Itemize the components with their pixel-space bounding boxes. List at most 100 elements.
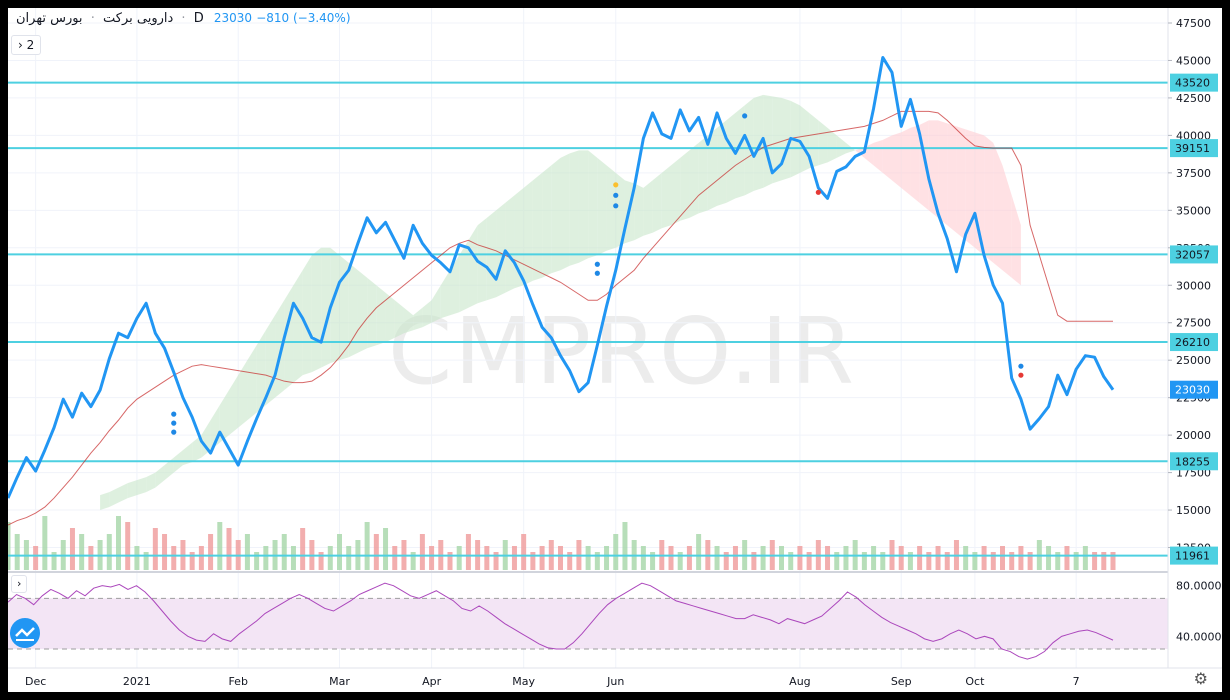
- time-axis[interactable]: [8, 668, 1222, 692]
- ichimoku-cloud-segment: [238, 360, 248, 428]
- volume-bar: [383, 528, 389, 570]
- symbol-name[interactable]: دارویی برکت: [102, 11, 174, 26]
- ichimoku-cloud-segment: [726, 112, 736, 203]
- ichimoku-cloud-segment: [1011, 195, 1021, 286]
- volume-bar: [751, 552, 757, 570]
- ichimoku-cloud-segment: [229, 375, 239, 436]
- ichimoku-cloud-segment: [385, 292, 395, 343]
- volume-bar: [456, 546, 462, 570]
- volume-bar: [963, 546, 969, 570]
- price-tick-label: 42500: [1176, 92, 1211, 105]
- chart-header: دارویی برکت · بورس تهران · D 23030 −810 …: [16, 11, 351, 26]
- level-label-box: [1170, 333, 1218, 352]
- ichimoku-cloud-segment: [431, 285, 441, 323]
- volume-bar: [106, 534, 112, 570]
- time-tick-label: Sep: [891, 675, 912, 688]
- baseline-line: [8, 110, 1113, 526]
- ichimoku-cloud-segment: [910, 124, 920, 203]
- current-price-box: [1170, 380, 1218, 399]
- volume-bar: [944, 552, 950, 570]
- level-label: 11961: [1175, 550, 1210, 563]
- level-label: 18255: [1175, 455, 1210, 468]
- price-tick-label: 27500: [1176, 317, 1211, 330]
- rsi-tick-label: 40.0000: [1176, 630, 1222, 643]
- volume-bar: [152, 528, 158, 570]
- ichimoku-cloud-segment: [100, 492, 110, 511]
- price-tick-label: 30000: [1176, 279, 1211, 292]
- volume-bar: [1055, 552, 1061, 570]
- volume-bar: [429, 546, 435, 570]
- volume-bar: [226, 528, 232, 570]
- ichimoku-cloud-segment: [376, 285, 386, 346]
- level-label-box: [1170, 452, 1218, 471]
- ichimoku-cloud-segment: [615, 172, 625, 248]
- time-tick-label: 7: [1073, 675, 1080, 688]
- volume-bar: [917, 546, 923, 570]
- ichimoku-cloud-segment: [818, 120, 828, 166]
- signal-dot: [613, 203, 619, 209]
- volume-bar: [521, 534, 527, 570]
- ichimoku-cloud-segment: [717, 120, 727, 206]
- tradingview-logo-icon[interactable]: [10, 618, 40, 648]
- volume-bar: [640, 546, 646, 570]
- volume-bar: [1073, 552, 1079, 570]
- price-tick-label: 47500: [1176, 17, 1211, 30]
- signal-dot: [594, 270, 600, 276]
- signal-dot: [171, 429, 177, 435]
- volume-bar: [162, 534, 168, 570]
- volume-bar: [14, 534, 20, 570]
- ichimoku-cloud-segment: [901, 127, 911, 196]
- volume-bar: [622, 522, 628, 570]
- time-tick-label: Mar: [329, 675, 350, 688]
- ichimoku-cloud-segment: [302, 255, 312, 376]
- ichimoku-cloud-segment: [293, 270, 303, 383]
- volume-bar: [806, 552, 812, 570]
- price-tick-label: 45000: [1176, 54, 1211, 67]
- volume-bar: [511, 546, 517, 570]
- price-chart[interactable]: 4750045000425004000037500350003250030000…: [8, 8, 1222, 692]
- volume-bar: [484, 546, 490, 570]
- settings-gear-icon[interactable]: ⚙: [1193, 669, 1208, 688]
- volume-bar: [79, 534, 85, 570]
- indicator-count: 2: [26, 38, 35, 52]
- volume-bar: [677, 552, 683, 570]
- ichimoku-cloud-segment: [357, 270, 368, 353]
- interval-label[interactable]: D: [193, 11, 204, 26]
- volume-bar: [1092, 552, 1098, 570]
- signal-dot: [742, 113, 748, 119]
- ichimoku-cloud-segment: [661, 165, 671, 229]
- rsi-tick-label: 80.0000: [1176, 580, 1222, 593]
- ichimoku-cloud-segment: [882, 135, 892, 181]
- time-tick-label: Jun: [606, 675, 624, 688]
- ichimoku-cloud-segment: [993, 142, 1003, 271]
- indicator-legend-toggle[interactable]: › 2: [11, 35, 42, 55]
- volume-bar: [567, 552, 573, 570]
- volume-bar: [263, 546, 269, 570]
- volume-bar: [1101, 552, 1107, 570]
- level-label: 32057: [1175, 248, 1210, 261]
- volume-bar: [69, 528, 75, 570]
- level-label-box: [1170, 139, 1218, 158]
- volume-bar: [116, 516, 121, 570]
- time-tick-label: Feb: [228, 675, 247, 688]
- volume-bar: [42, 516, 48, 570]
- volume-bar: [1000, 546, 1005, 570]
- level-label-box: [1170, 245, 1218, 264]
- volume-bar: [714, 546, 720, 570]
- price-tick-label: 25000: [1176, 354, 1211, 367]
- ichimoku-cloud-segment: [560, 153, 570, 271]
- volume-bar: [843, 546, 849, 570]
- ichimoku-cloud-segment: [643, 180, 653, 236]
- ichimoku-cloud-segment: [1002, 165, 1012, 278]
- ichimoku-cloud-segment: [422, 300, 432, 328]
- volume-bar: [244, 534, 250, 570]
- chevron-right-icon: ›: [17, 577, 22, 590]
- volume-bar: [990, 552, 996, 570]
- time-tick-label: May: [512, 675, 535, 688]
- volume-bar: [189, 552, 195, 570]
- volume-bar: [926, 552, 932, 570]
- volume-bar: [143, 552, 149, 570]
- price-line[interactable]: [8, 55, 1115, 499]
- rsi-legend-toggle[interactable]: ›: [11, 575, 28, 593]
